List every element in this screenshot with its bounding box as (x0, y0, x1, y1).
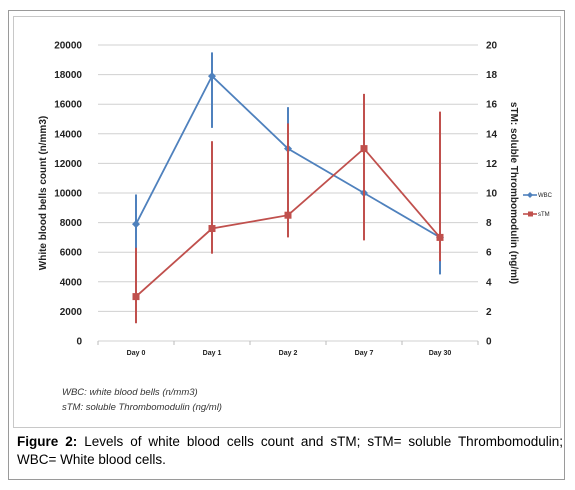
x-tick-label: Day 7 (355, 350, 374, 357)
y-left-tick-label: 18000 (54, 70, 82, 81)
x-tick-label: Day 30 (429, 350, 452, 357)
legend-marker (528, 211, 533, 217)
note-stm: sTM: soluble Thrombomodulin (ng/ml) (62, 402, 222, 413)
y-axis-left-title: White blood bells count (n/mm3) (38, 116, 49, 270)
y-left-tick-label: 12000 (54, 159, 82, 170)
right-axis-ticks: 0 2 4 6 8 10 12 14 16 18 20 (486, 41, 498, 348)
y-right-tick-label: 12 (486, 159, 498, 170)
y-right-tick-label: 4 (486, 277, 492, 288)
y-left-tick-label: 8000 (60, 218, 83, 229)
y-right-tick-label: 14 (486, 129, 498, 140)
x-tick-label: Day 2 (279, 350, 298, 357)
stm-point (208, 225, 216, 233)
y-left-tick-label: 16000 (54, 100, 82, 111)
legend: WBC sTM (523, 192, 553, 218)
y-axis-right-title: sTM: soluble Thrombomodulin (ng/ml) (508, 102, 519, 284)
y-right-tick-label: 10 (486, 189, 498, 200)
y-right-tick-label: 18 (486, 70, 498, 81)
y-left-tick-label: 14000 (54, 129, 82, 140)
series-layer (132, 52, 444, 324)
stm-point (284, 211, 292, 219)
legend-item-wbc: WBC (523, 192, 553, 199)
series-stm (132, 93, 444, 324)
legend-label: WBC (538, 193, 553, 199)
y-right-tick-label: 16 (486, 100, 498, 111)
y-left-tick-label: 10000 (54, 189, 82, 200)
y-right-tick-label: 0 (486, 337, 492, 348)
y-right-tick-label: 20 (486, 41, 498, 52)
y-left-tick-label: 0 (76, 337, 82, 348)
category-ticks: Day 0 Day 1 Day 2 Day 7 Day 30 (97, 341, 479, 357)
figure-caption: Figure 2: Levels of white blood cells co… (17, 433, 563, 469)
x-tick-label: Day 0 (127, 350, 146, 357)
caption-text: Levels of white blood cells count and sT… (17, 434, 563, 467)
legend-label: sTM (538, 212, 550, 218)
stm-point (360, 145, 368, 153)
y-left-tick-label: 6000 (60, 248, 83, 259)
left-axis-ticks: 0 2000 4000 6000 8000 10000 12000 14000 16000 180… (54, 41, 82, 348)
x-tick-label: Day 1 (203, 350, 222, 357)
stm-point (132, 293, 140, 301)
figure-frame (8, 10, 565, 480)
y-left-tick-label: 20000 (54, 41, 82, 52)
legend-marker (527, 192, 533, 198)
wbc-point (208, 72, 216, 81)
note-wbc: WBC: white blood bells (n/mm3) (62, 387, 198, 398)
y-left-tick-label: 4000 (60, 277, 83, 288)
chart-area (13, 16, 561, 428)
stm-point (436, 233, 444, 241)
y-left-tick-label: 2000 (60, 307, 83, 318)
y-right-tick-label: 8 (486, 218, 492, 229)
wbc-point (132, 220, 140, 229)
chart-svg: 0200040006000800010000120001400016000180… (38, 41, 553, 358)
y-right-tick-label: 2 (486, 307, 492, 318)
caption-label: Figure 2: (17, 434, 78, 449)
y-right-tick-label: 6 (486, 248, 492, 259)
legend-item-stm: sTM (523, 211, 550, 218)
